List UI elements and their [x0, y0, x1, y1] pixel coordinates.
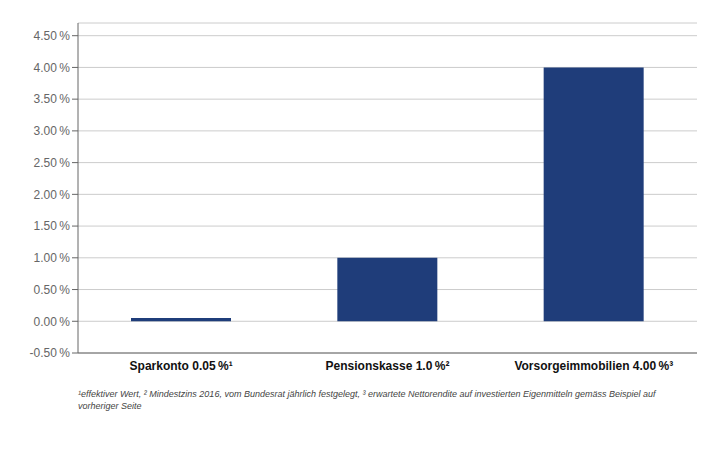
- svg-text:4.50 %: 4.50 %: [34, 29, 71, 43]
- svg-text:0.50 %: 0.50 %: [34, 283, 71, 297]
- svg-text:3.50 %: 3.50 %: [34, 92, 71, 106]
- svg-text:2.50 %: 2.50 %: [34, 156, 71, 170]
- svg-text:1.50 %: 1.50 %: [34, 219, 71, 233]
- svg-text:Vorsorgeimmobilien 4.00 %³: Vorsorgeimmobilien 4.00 %³: [514, 359, 673, 373]
- html-text:¹effektiver Wert, ² Mindestzin: ¹effektiver Wert, ² Mindestzins 2016, vo…: [78, 389, 656, 411]
- svg-text:-0.50 %: -0.50 %: [30, 346, 71, 360]
- svg-text:Sparkonto 0.05 %¹: Sparkonto 0.05 %¹: [130, 359, 233, 373]
- svg-text:Pensionskasse 1.0 %²: Pensionskasse 1.0 %²: [326, 359, 450, 373]
- svg-text:2.00 %: 2.00 %: [34, 188, 71, 202]
- svg-text:1.00 %: 1.00 %: [34, 251, 71, 265]
- svg-text:4.00 %: 4.00 %: [34, 61, 71, 75]
- svg-text:3.00 %: 3.00 %: [34, 124, 71, 138]
- svg-text:0.00 %: 0.00 %: [34, 315, 71, 329]
